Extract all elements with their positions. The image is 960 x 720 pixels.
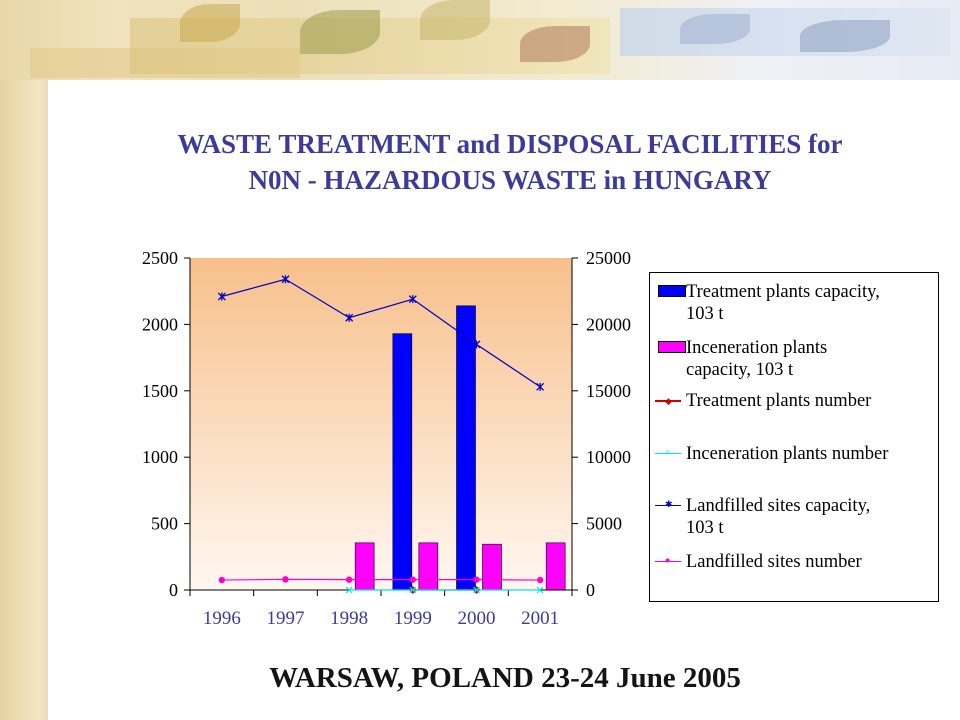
point-inceneration-plants-number-2000 [473, 586, 480, 594]
x-tick-label: 1996 [203, 608, 241, 629]
y-left-tick-label: 1500 [142, 381, 178, 401]
leaf-1 [180, 4, 240, 42]
point-landfilled-sites-number-2000 [473, 576, 480, 583]
slide-title: WASTE TREATMENT and DISPOSAL FACILITIES … [80, 126, 940, 198]
legend-label: Landfilled sites number [686, 552, 862, 572]
top-decorative-banner [0, 0, 960, 80]
legend-label: Treatment plants number [686, 391, 872, 411]
legend-label: 103 t [686, 304, 724, 324]
asterisk-marker-icon: ✱ [665, 499, 673, 509]
legend-label: Inceneration plants number [686, 444, 889, 464]
legend-label: Treatment plants capacity, [686, 282, 880, 302]
point-landfilled-sites-number-1996 [218, 576, 226, 584]
point-landfilled-sites-capacity-103-t-2000 [472, 340, 481, 349]
point-landfilled-sites-number-1999 [409, 576, 417, 583]
x-tick-label: 1999 [394, 608, 432, 629]
leaf-3 [420, 0, 490, 40]
x-tick-label: 2001 [521, 608, 559, 629]
y-left-tick-label: 1000 [142, 447, 178, 467]
legend-label: Landfilled sites capacity, [686, 496, 871, 516]
y-right-tick-label: 15000 [586, 381, 631, 401]
point-landfilled-sites-number-1998 [345, 576, 353, 583]
bar-inceneration-capacity-2000 [482, 543, 502, 591]
y-right-tick-label: 0 [586, 580, 595, 600]
plot-area [190, 258, 572, 590]
y-right-tick-label: 5000 [586, 514, 622, 534]
line-landfilled-sites-capacity-103-t [221, 278, 541, 388]
point-landfilled-sites-capacity-103-t-1998 [345, 313, 354, 322]
y-right-tick-label: 20000 [586, 314, 631, 334]
legend-line-landfilled-capacity [655, 505, 681, 506]
line-landfilled-sites-number [221, 578, 541, 581]
legend-line-inceneration-number [655, 453, 681, 454]
leaf-4 [520, 26, 590, 62]
y-right-tick-label: 10000 [586, 447, 631, 467]
y-left-tick-label: 500 [151, 514, 178, 534]
legend-label: capacity, 103 t [686, 360, 794, 380]
chart-legend: Treatment plants capacity, 103 t Incener… [649, 272, 939, 602]
bar-inceneration-capacity-1998 [354, 542, 375, 591]
point-landfilled-sites-number-1997 [282, 576, 289, 583]
x-tick-label: 1998 [330, 608, 368, 629]
leaf-2 [300, 10, 380, 54]
dot-marker-icon: ● [665, 555, 671, 565]
y-left-tick-label: 2000 [142, 314, 178, 334]
legend-line-treatment-number [655, 400, 681, 402]
legend-label: 103 t [686, 518, 724, 538]
title-line-1: WASTE TREATMENT and DISPOSAL FACILITIES … [177, 129, 843, 159]
x-marker-icon: × [665, 447, 671, 457]
point-inceneration-plants-number-2001 [536, 586, 544, 594]
point-inceneration-plants-number-1999 [409, 586, 417, 594]
leaf-6 [800, 20, 890, 52]
point-landfilled-sites-number-2001 [536, 576, 544, 584]
point-landfilled-sites-capacity-103-t-1997 [281, 275, 290, 284]
bar-treatment-capacity-1999 [392, 333, 413, 591]
leaf-5 [680, 14, 750, 44]
legend-swatch-inceneration-capacity [658, 341, 686, 353]
x-tick-label: 2000 [458, 608, 496, 629]
legend-swatch-treatment-capacity [658, 285, 686, 297]
bar-inceneration-capacity-2001 [545, 542, 566, 591]
point-landfilled-sites-capacity-103-t-1999 [408, 295, 417, 304]
banner-block-blue [620, 8, 950, 56]
y-left-tick-label: 2500 [142, 248, 178, 268]
point-inceneration-plants-number-1998 [345, 586, 353, 594]
left-decorative-strip [0, 0, 48, 720]
bar-inceneration-capacity-1999 [418, 542, 439, 591]
y-left-tick-label: 0 [169, 580, 178, 600]
title-line-2: N0N - HAZARDOUS WASTE in HUNGARY [248, 165, 772, 195]
bar-treatment-capacity-2000 [456, 305, 476, 591]
point-landfilled-sites-capacity-103-t-2001 [536, 382, 545, 391]
point-landfilled-sites-capacity-103-t-1996 [217, 292, 226, 301]
x-tick-label: 1997 [267, 608, 305, 629]
y-right-tick-label: 25000 [586, 248, 631, 268]
legend-line-landfilled-number [655, 561, 681, 562]
slide-footer: WARSAW, POLAND 23-24 June 2005 [269, 662, 741, 694]
diamond-marker-icon: ◆ [665, 396, 672, 406]
legend-label: Inceneration plants [686, 338, 828, 358]
